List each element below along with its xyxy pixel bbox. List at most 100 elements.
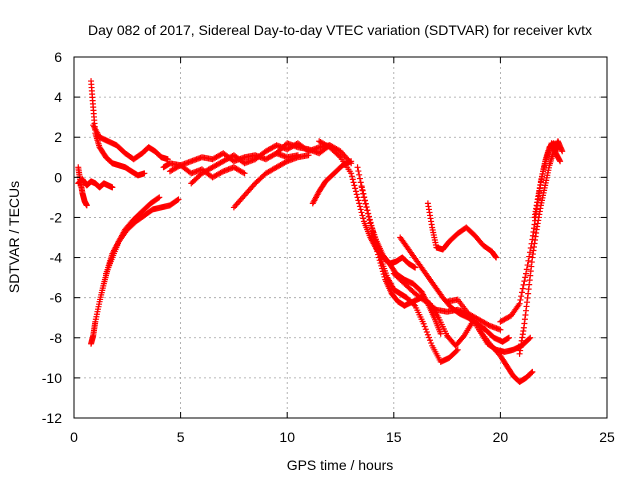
grid <box>74 57 607 418</box>
plot-frame <box>73 56 608 419</box>
axis-ticks <box>73 56 608 419</box>
data-point <box>505 334 512 341</box>
y-axis-label: SDTVAR / TECUs <box>6 181 22 293</box>
data-point <box>174 197 181 204</box>
series-arc-4 <box>90 122 171 163</box>
data-point <box>427 337 434 344</box>
data-point <box>371 236 378 243</box>
x-tick-label: 5 <box>177 429 185 445</box>
chart-title: Day 082 of 2017, Sidereal Day-to-day VTE… <box>88 22 592 38</box>
data-point <box>364 207 371 214</box>
data-point <box>305 152 312 159</box>
data-point <box>460 334 467 341</box>
data-point <box>526 335 533 342</box>
data-point <box>373 245 380 252</box>
data-point <box>175 196 182 203</box>
data-point <box>412 264 419 271</box>
data-point <box>361 194 368 201</box>
data-point <box>348 158 355 165</box>
data-point <box>379 268 386 275</box>
data-point <box>453 347 460 354</box>
data-point <box>425 334 432 341</box>
data-points <box>75 78 566 385</box>
data-point <box>141 170 148 177</box>
data-point <box>362 200 369 207</box>
data-point <box>522 274 529 281</box>
data-point <box>379 265 386 272</box>
series-arc-8 <box>166 162 248 181</box>
data-point <box>366 216 373 223</box>
data-point <box>523 266 530 273</box>
data-point <box>240 169 247 176</box>
y-tick-labels: -12 -10 -8 -6 -4 -2 0 2 4 6 <box>42 49 62 426</box>
data-point <box>241 170 248 177</box>
data-point <box>377 260 384 267</box>
data-point <box>557 158 564 165</box>
data-point <box>354 164 361 171</box>
data-point <box>521 278 528 285</box>
y-tick-label: 4 <box>54 89 62 105</box>
series-arc-3 <box>88 78 148 179</box>
data-point <box>368 222 375 229</box>
data-point <box>359 187 366 194</box>
data-point <box>376 257 383 264</box>
data-point <box>420 320 427 327</box>
data-point <box>371 239 378 246</box>
data-point <box>282 159 289 166</box>
data-point <box>516 300 523 307</box>
data-point <box>520 281 527 288</box>
data-point <box>356 200 363 207</box>
data-point <box>374 248 381 255</box>
x-tick-labels: 0 5 10 15 20 25 <box>70 429 615 445</box>
data-point <box>559 148 566 155</box>
data-point <box>517 296 524 303</box>
data-point <box>164 156 171 163</box>
y-tick-label: 0 <box>54 169 62 185</box>
data-point <box>352 185 359 192</box>
data-point <box>432 305 439 312</box>
data-point <box>527 334 534 341</box>
data-point <box>493 254 500 261</box>
data-point <box>360 215 367 222</box>
data-point <box>349 176 356 183</box>
data-point <box>375 251 382 258</box>
data-point <box>518 293 525 300</box>
x-axis-label: GPS time / hours <box>287 457 394 473</box>
series-arc-24 <box>531 140 564 221</box>
x-tick-label: 0 <box>70 429 78 445</box>
y-tick-label: 6 <box>54 49 62 65</box>
data-point <box>356 171 363 178</box>
data-point <box>156 194 163 201</box>
data-point <box>497 326 504 333</box>
data-point <box>351 182 358 189</box>
data-point <box>485 321 492 328</box>
data-point <box>366 213 373 220</box>
data-point <box>369 225 376 232</box>
y-tick-label: -6 <box>50 290 63 306</box>
y-tick-label: -2 <box>50 209 63 225</box>
data-point <box>336 153 343 160</box>
series-arc-10 <box>230 152 312 211</box>
x-tick-label: 10 <box>279 429 295 445</box>
series-arc-19 <box>424 200 500 261</box>
y-tick-label: 2 <box>54 129 62 145</box>
data-point <box>526 253 533 260</box>
data-point <box>372 242 379 249</box>
data-point <box>378 262 385 269</box>
data-point <box>358 184 365 191</box>
data-point <box>83 202 90 209</box>
data-point <box>518 289 525 296</box>
x-tick-label: 15 <box>386 429 402 445</box>
data-point <box>355 168 362 175</box>
data-point <box>362 197 369 204</box>
data-point <box>354 194 361 201</box>
data-point <box>357 179 364 186</box>
data-point <box>352 188 359 195</box>
data-point <box>363 203 370 210</box>
y-tick-label: -10 <box>42 370 62 386</box>
data-point <box>375 254 382 261</box>
y-tick-label: -4 <box>50 250 63 266</box>
data-point <box>365 210 372 217</box>
